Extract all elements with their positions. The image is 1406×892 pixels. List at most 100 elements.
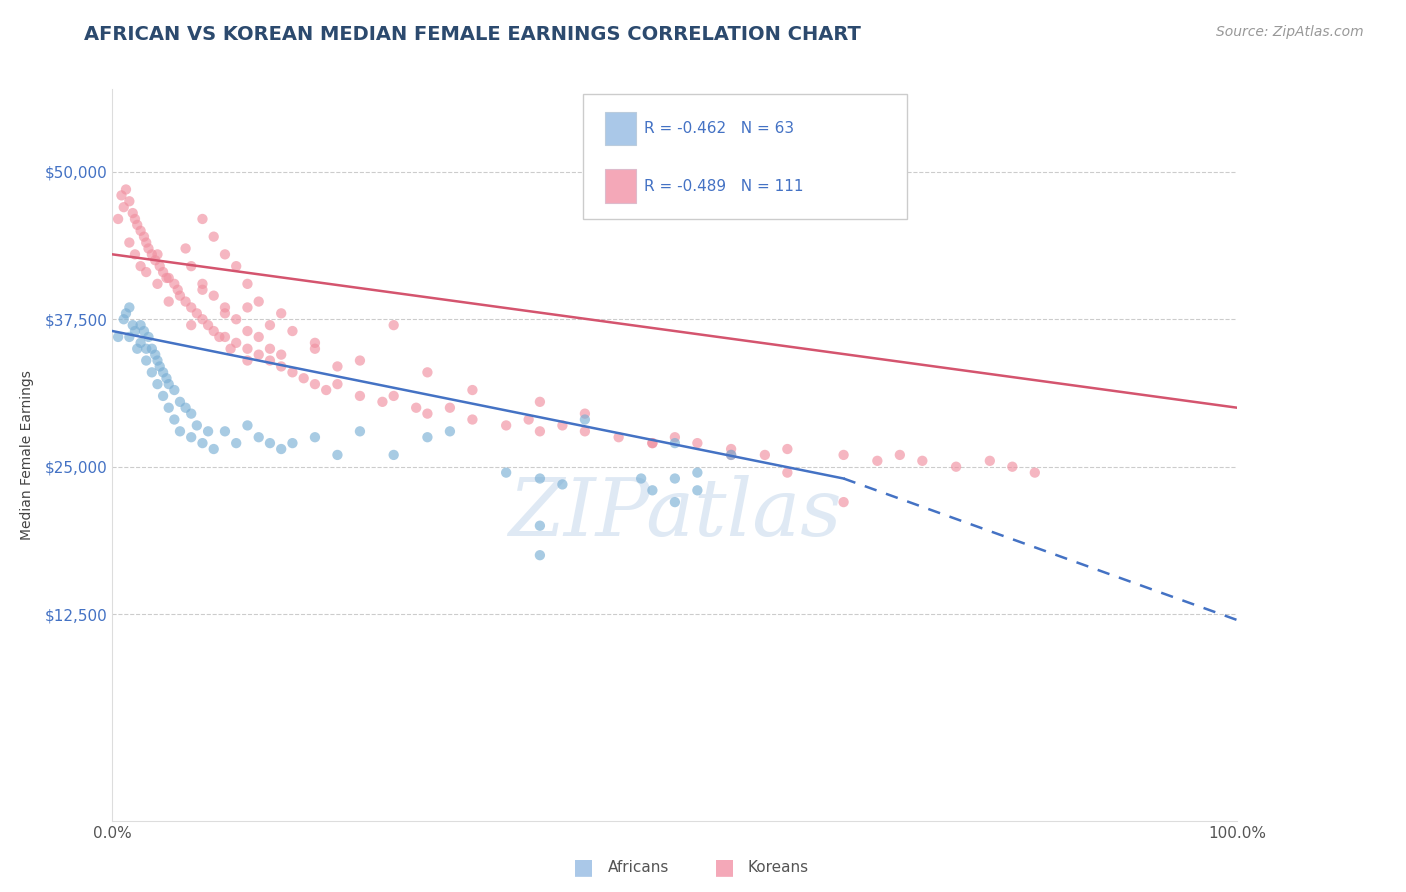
Point — [121, 318, 143, 333]
Point — [281, 436, 304, 450]
Point — [1001, 459, 1024, 474]
Point — [141, 365, 163, 379]
Point — [236, 324, 259, 338]
Point — [225, 335, 247, 350]
Point — [152, 389, 174, 403]
Point — [127, 218, 149, 232]
Point — [247, 294, 270, 309]
Point — [146, 247, 169, 261]
Text: Africans: Africans — [607, 860, 669, 874]
Point — [326, 448, 349, 462]
Point — [149, 259, 172, 273]
Point — [214, 247, 236, 261]
Point — [247, 430, 270, 444]
Point — [304, 342, 326, 356]
Point — [169, 425, 191, 439]
Text: ■: ■ — [574, 857, 593, 877]
Point — [664, 436, 686, 450]
Point — [574, 407, 596, 421]
Point — [225, 312, 247, 326]
Point — [174, 401, 197, 415]
Point — [121, 206, 143, 220]
Point — [439, 401, 461, 415]
Point — [866, 454, 889, 468]
Point — [107, 211, 129, 226]
Point — [641, 483, 664, 498]
Point — [112, 200, 135, 214]
Point — [180, 318, 202, 333]
Point — [607, 430, 630, 444]
Point — [129, 318, 152, 333]
Point — [461, 412, 484, 426]
Point — [1024, 466, 1046, 480]
Point — [191, 277, 214, 291]
Point — [529, 394, 551, 409]
Point — [517, 412, 540, 426]
Point — [214, 425, 236, 439]
Point — [124, 247, 146, 261]
Point — [118, 301, 141, 315]
Point — [118, 194, 141, 209]
Point — [208, 330, 231, 344]
Point — [132, 324, 155, 338]
Point — [304, 430, 326, 444]
Text: AFRICAN VS KOREAN MEDIAN FEMALE EARNINGS CORRELATION CHART: AFRICAN VS KOREAN MEDIAN FEMALE EARNINGS… — [84, 25, 862, 44]
Point — [382, 389, 405, 403]
Point — [143, 348, 166, 362]
Point — [191, 211, 214, 226]
Point — [776, 442, 799, 456]
Point — [529, 425, 551, 439]
Text: ZIPatlas: ZIPatlas — [508, 475, 842, 552]
Point — [686, 436, 709, 450]
Point — [214, 306, 236, 320]
Point — [225, 259, 247, 273]
Point — [270, 306, 292, 320]
Point — [115, 182, 138, 196]
Point — [214, 301, 236, 315]
Point — [186, 306, 208, 320]
Point — [439, 425, 461, 439]
Point — [180, 259, 202, 273]
Point — [292, 371, 315, 385]
Point — [118, 330, 141, 344]
Point — [155, 371, 177, 385]
Point — [529, 471, 551, 485]
Point — [720, 442, 742, 456]
Point — [157, 294, 180, 309]
Point — [416, 407, 439, 421]
Point — [141, 247, 163, 261]
Point — [135, 235, 157, 250]
Point — [416, 365, 439, 379]
Point — [132, 229, 155, 244]
Point — [118, 235, 141, 250]
Point — [202, 288, 225, 302]
Point — [686, 483, 709, 498]
Point — [247, 348, 270, 362]
Point — [146, 277, 169, 291]
Point — [155, 271, 177, 285]
Point — [149, 359, 172, 374]
Point — [664, 495, 686, 509]
Point — [129, 224, 152, 238]
Point — [174, 242, 197, 256]
Point — [529, 548, 551, 562]
Text: Koreans: Koreans — [748, 860, 808, 874]
Point — [127, 342, 149, 356]
Point — [152, 265, 174, 279]
Point — [270, 359, 292, 374]
Point — [979, 454, 1001, 468]
Text: Source: ZipAtlas.com: Source: ZipAtlas.com — [1216, 25, 1364, 39]
Point — [551, 477, 574, 491]
Point — [138, 330, 160, 344]
Point — [135, 265, 157, 279]
Point — [157, 377, 180, 392]
Point — [157, 271, 180, 285]
Point — [219, 342, 242, 356]
Point — [110, 188, 132, 202]
Point — [641, 436, 664, 450]
Point — [236, 301, 259, 315]
Point — [163, 412, 186, 426]
Point — [641, 436, 664, 450]
Point — [214, 330, 236, 344]
Point — [236, 277, 259, 291]
